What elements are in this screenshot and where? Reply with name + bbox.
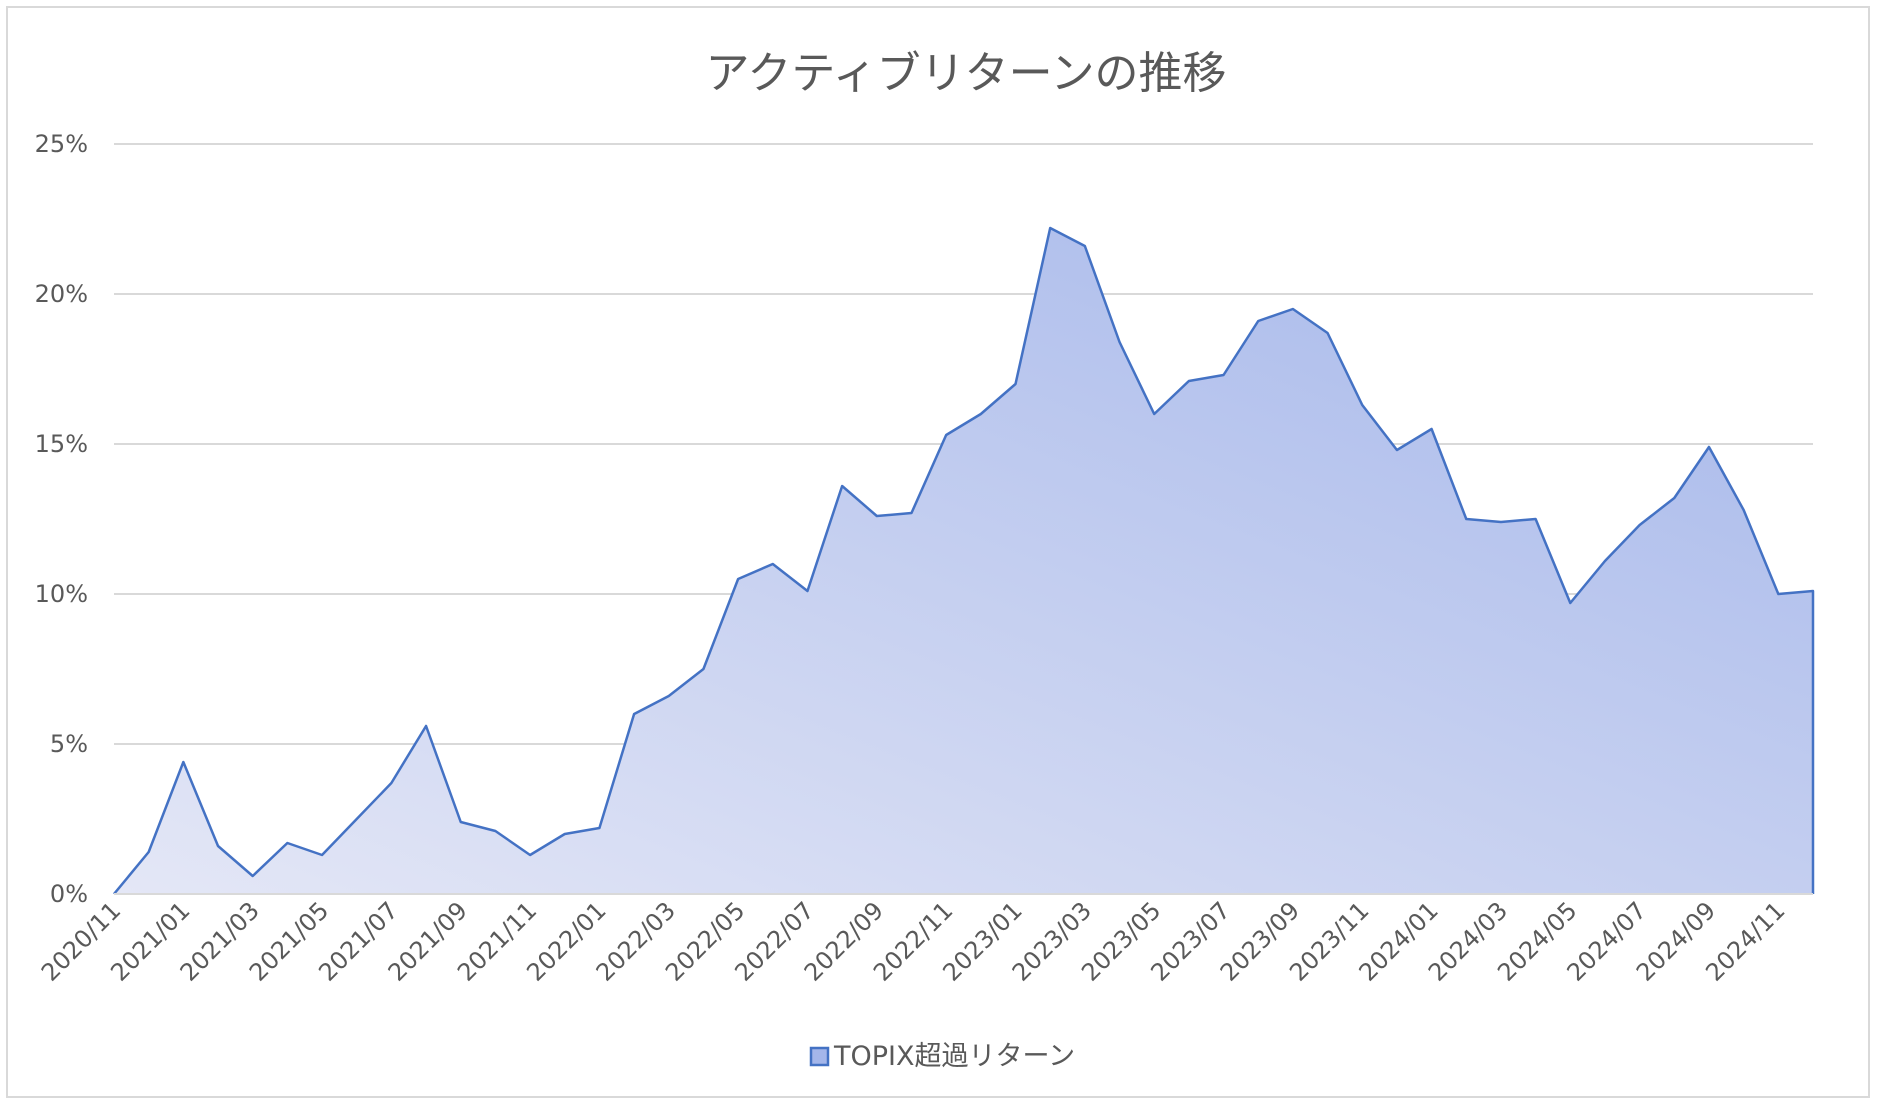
series-line: [113, 226, 1815, 895]
chart-svg: アクティブリターンの推移 0% 5% 10% 15% 20% 25% 2020/11202…: [35, 48, 1815, 1072]
y-tick-label: 20%: [35, 280, 88, 308]
chart-frame: アクティブリターンの推移 0% 5% 10% 15% 20% 25% 2020/11 202…: [6, 6, 1870, 1098]
y-tick-label: 10%: [35, 580, 88, 608]
legend-swatch: [809, 1046, 830, 1067]
y-tick-label: 0%: [50, 880, 88, 908]
plot-area: [113, 226, 1815, 895]
y-tick-label: 5%: [50, 730, 88, 758]
chart-title: アクティブリターンの推移: [706, 48, 1227, 99]
legend: TOPIX超過リターン: [809, 1041, 1075, 1072]
y-tick-label: 15%: [35, 430, 88, 458]
x-axis-ticks: 2020/112021/012021/032021/052021/072021/…: [36, 896, 1791, 986]
area-fill: [114, 228, 1813, 894]
y-tick-label: 25%: [35, 130, 88, 158]
legend-label: TOPIX超過リターン: [833, 1041, 1075, 1072]
y-axis-ticks: 0% 5% 10% 15% 20% 25%: [35, 130, 88, 908]
